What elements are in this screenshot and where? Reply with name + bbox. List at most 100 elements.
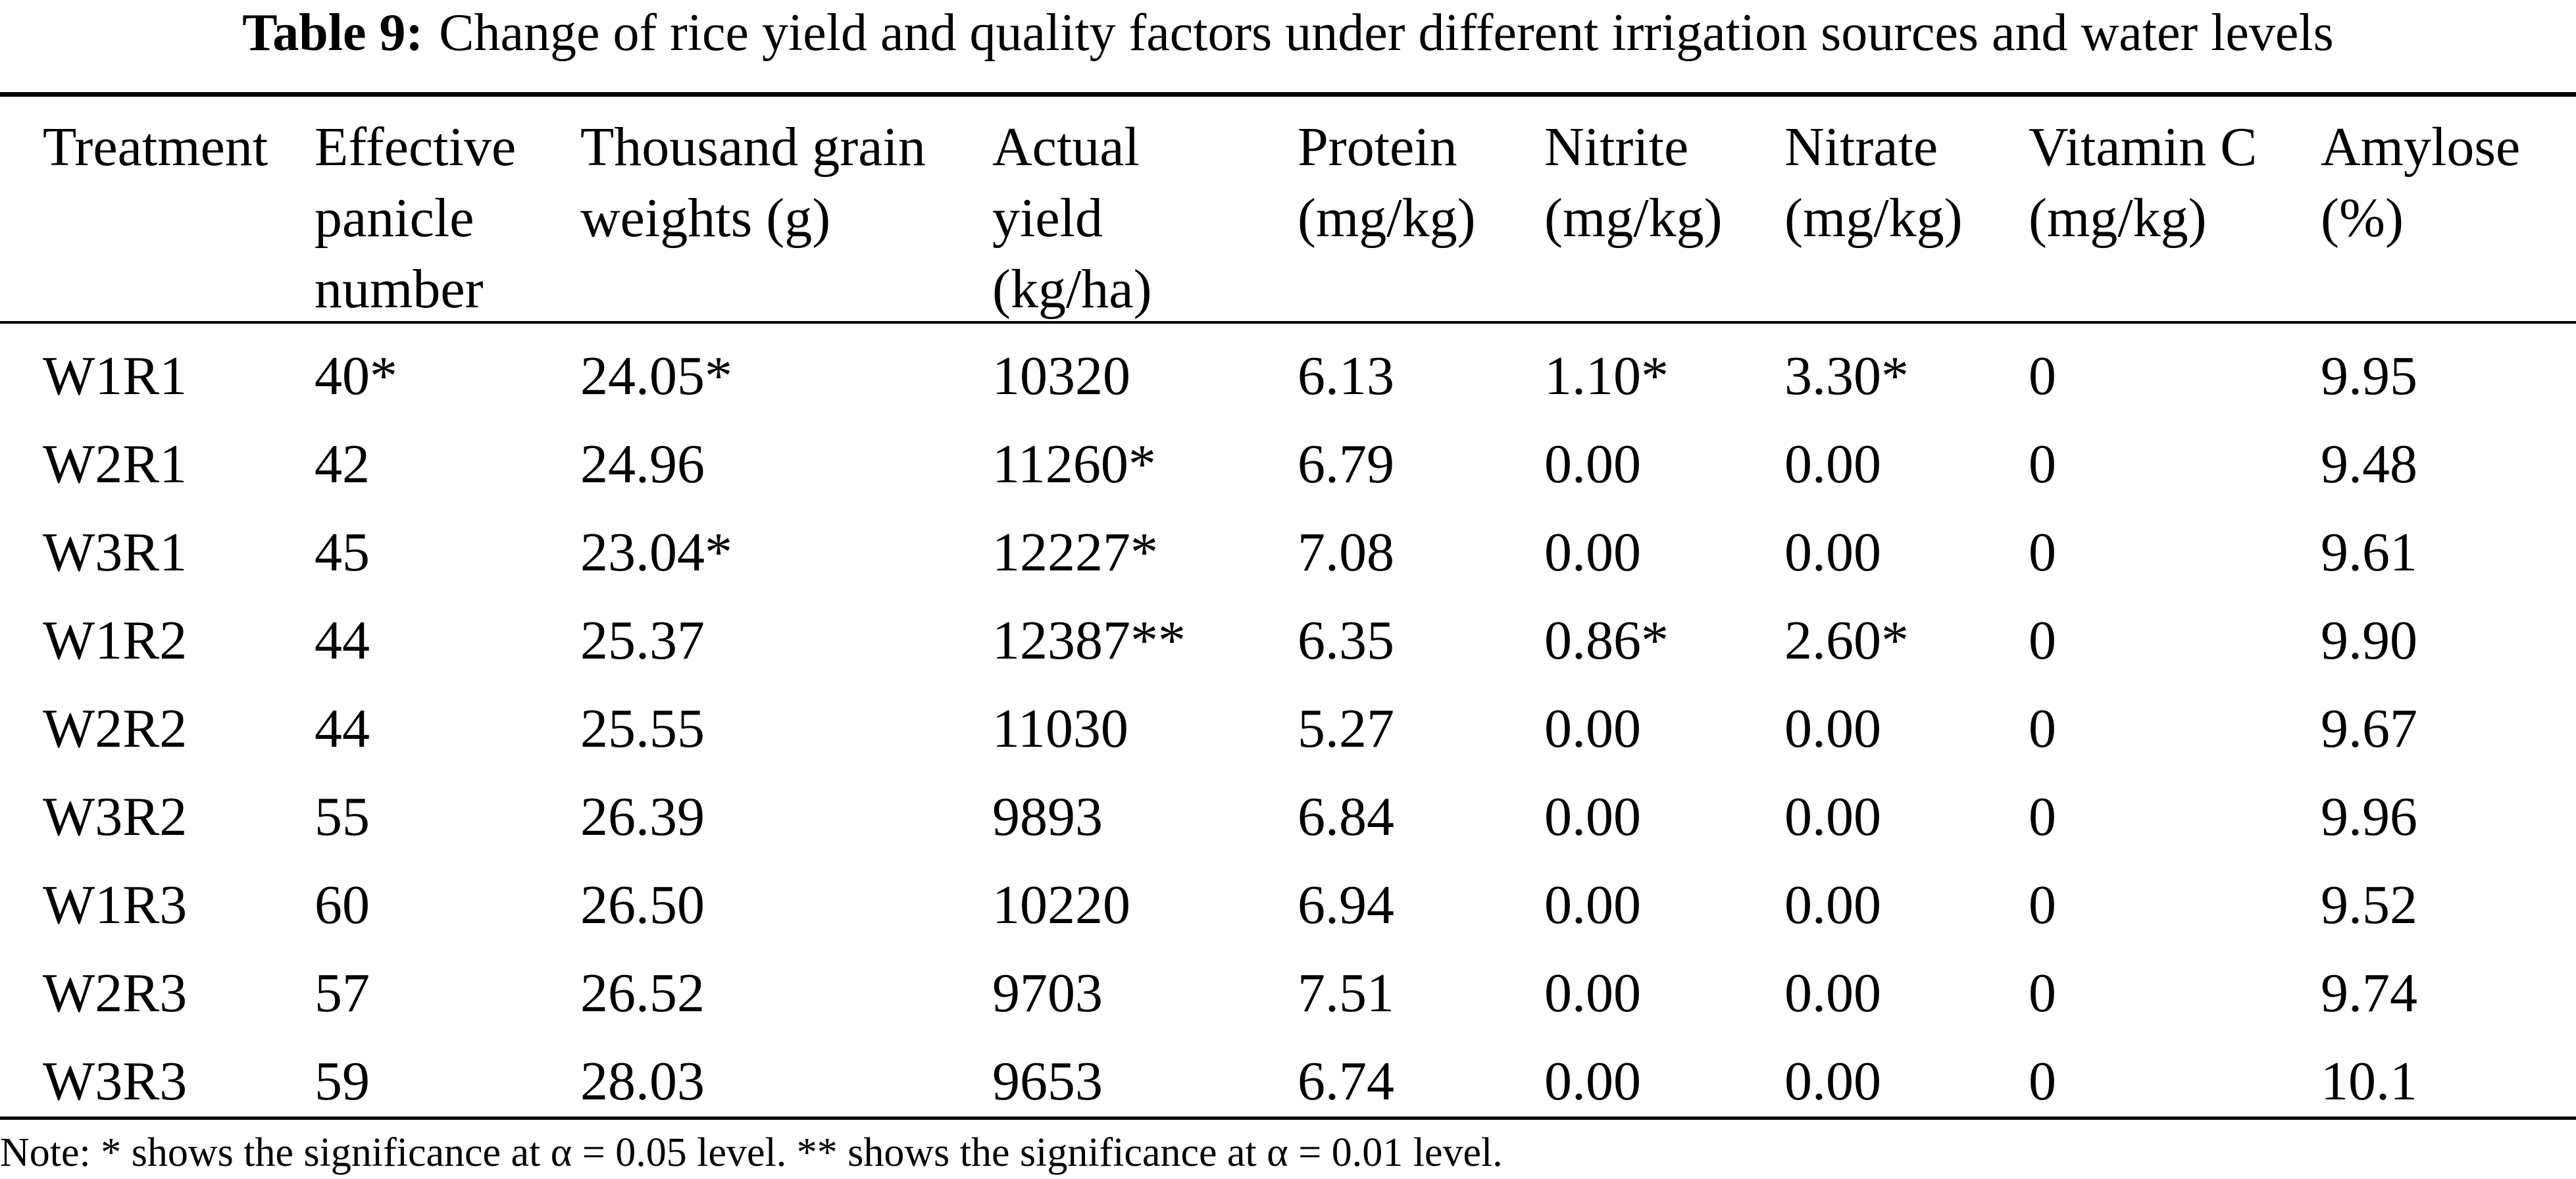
cell-protein: 7.08 <box>1298 522 1394 583</box>
cell-nitrite: 0.00 <box>1544 1051 1641 1112</box>
cell-thousand-grain-weight: 28.03 <box>580 1051 705 1112</box>
table-row: W1R3 60 26.50 10220 6.94 0.00 0.00 0 9.52 <box>0 861 2576 949</box>
cell-treatment: W1R1 <box>43 345 188 407</box>
cell-actual-yield: 9703 <box>992 963 1103 1024</box>
cell-actual-yield: 12387** <box>992 610 1186 671</box>
header-amylose: Amylose (%) <box>2321 116 2521 249</box>
cell-effective-panicle-number: 44 <box>315 698 370 759</box>
cell-effective-panicle-number: 44 <box>315 610 370 671</box>
cell-thousand-grain-weight: 25.55 <box>580 698 705 759</box>
cell-thousand-grain-weight: 26.39 <box>580 786 705 847</box>
cell-protein: 6.84 <box>1298 786 1394 847</box>
cell-protein: 6.13 <box>1298 345 1394 407</box>
cell-amylose: 9.96 <box>2321 786 2417 847</box>
table-note: Note: * shows the significance at α = 0.… <box>0 1130 1503 1175</box>
cell-treatment: W3R3 <box>43 1051 188 1112</box>
cell-nitrate: 0.00 <box>1784 963 1881 1024</box>
cell-thousand-grain-weight: 24.96 <box>580 434 705 495</box>
header-thousand-grain-weights: Thousand grain weights (g) <box>580 116 926 249</box>
cell-effective-panicle-number: 45 <box>315 522 370 583</box>
cell-treatment: W2R3 <box>43 963 188 1024</box>
table-top-rule <box>0 92 2576 97</box>
cell-vitamin-c: 0 <box>2029 434 2056 495</box>
cell-vitamin-c: 0 <box>2029 698 2056 759</box>
cell-amylose: 10.1 <box>2321 1051 2417 1112</box>
cell-actual-yield: 10320 <box>992 345 1130 407</box>
table-row: W1R2 44 25.37 12387** 6.35 0.86* 2.60* 0 9.90 <box>0 597 2576 685</box>
table-bottom-rule <box>0 1116 2576 1120</box>
cell-amylose: 9.95 <box>2321 345 2417 407</box>
cell-nitrite: 0.00 <box>1544 874 1641 936</box>
cell-protein: 6.35 <box>1298 610 1394 671</box>
cell-nitrate: 3.30* <box>1784 345 1909 407</box>
header-treatment: Treatment <box>43 116 268 178</box>
cell-actual-yield: 12227* <box>992 522 1158 583</box>
cell-amylose: 9.90 <box>2321 610 2417 671</box>
cell-thousand-grain-weight: 25.37 <box>580 610 705 671</box>
table-title: Change of rice yield and quality factors… <box>439 4 2334 62</box>
cell-effective-panicle-number: 40* <box>315 345 397 407</box>
cell-treatment: W1R2 <box>43 610 188 671</box>
cell-nitrate: 0.00 <box>1784 522 1881 583</box>
cell-protein: 6.74 <box>1298 1051 1394 1112</box>
cell-nitrite: 0.00 <box>1544 698 1641 759</box>
cell-protein: 7.51 <box>1298 963 1394 1024</box>
cell-nitrite: 0.00 <box>1544 963 1641 1024</box>
table-label: Table 9: <box>242 4 424 62</box>
cell-nitrite: 1.10* <box>1544 345 1669 407</box>
cell-actual-yield: 10220 <box>992 874 1130 936</box>
cell-vitamin-c: 0 <box>2029 786 2056 847</box>
cell-nitrate: 0.00 <box>1784 698 1881 759</box>
cell-amylose: 9.48 <box>2321 434 2417 495</box>
cell-nitrate: 0.00 <box>1784 434 1881 495</box>
table-header-rule <box>0 321 2576 324</box>
cell-nitrate: 2.60* <box>1784 610 1909 671</box>
cell-effective-panicle-number: 59 <box>315 1051 370 1112</box>
cell-treatment: W2R2 <box>43 698 188 759</box>
cell-thousand-grain-weight: 26.52 <box>580 963 705 1024</box>
cell-vitamin-c: 0 <box>2029 874 2056 936</box>
cell-protein: 6.94 <box>1298 874 1394 936</box>
header-protein: Protein (mg/kg) <box>1298 116 1476 249</box>
cell-thousand-grain-weight: 23.04* <box>580 522 732 583</box>
cell-actual-yield: 9893 <box>992 786 1103 847</box>
cell-effective-panicle-number: 55 <box>315 786 370 847</box>
cell-actual-yield: 11030 <box>992 698 1128 759</box>
cell-treatment: W1R3 <box>43 874 188 936</box>
cell-protein: 5.27 <box>1298 698 1394 759</box>
table-row: W2R1 42 24.96 11260* 6.79 0.00 0.00 0 9.48 <box>0 420 2576 509</box>
cell-effective-panicle-number: 42 <box>315 434 370 495</box>
cell-nitrate: 0.00 <box>1784 1051 1881 1112</box>
cell-nitrate: 0.00 <box>1784 874 1881 936</box>
cell-vitamin-c: 0 <box>2029 522 2056 583</box>
header-nitrite: Nitrite (mg/kg) <box>1544 116 1723 249</box>
cell-vitamin-c: 0 <box>2029 345 2056 407</box>
cell-vitamin-c: 0 <box>2029 963 2056 1024</box>
table-row: W2R3 57 26.52 9703 7.51 0.00 0.00 0 9.74 <box>0 949 2576 1038</box>
header-nitrate: Nitrate (mg/kg) <box>1784 116 1963 249</box>
cell-amylose: 9.52 <box>2321 874 2417 936</box>
cell-effective-panicle-number: 60 <box>315 874 370 936</box>
cell-treatment: W3R1 <box>43 522 188 583</box>
cell-vitamin-c: 0 <box>2029 1051 2056 1112</box>
cell-treatment: W3R2 <box>43 786 188 847</box>
cell-nitrite: 0.86* <box>1544 610 1669 671</box>
header-effective-panicle-number: Effective panicle number <box>315 116 517 320</box>
cell-treatment: W2R1 <box>43 434 188 495</box>
table-row: W3R1 45 23.04* 12227* 7.08 0.00 0.00 0 9.61 <box>0 509 2576 597</box>
cell-nitrite: 0.00 <box>1544 434 1641 495</box>
cell-thousand-grain-weight: 24.05* <box>580 345 732 407</box>
cell-nitrite: 0.00 <box>1544 522 1641 583</box>
table-row: W3R3 59 28.03 9653 6.74 0.00 0.00 0 10.1 <box>0 1038 2576 1126</box>
header-vitamin-c: Vitamin C (mg/kg) <box>2029 116 2258 249</box>
table-row: W1R1 40* 24.05* 10320 6.13 1.10* 3.30* 0 9.95 <box>0 332 2576 420</box>
cell-effective-panicle-number: 57 <box>315 963 370 1024</box>
table-caption: Table 9: Change of rice yield and quality… <box>0 0 2576 82</box>
cell-nitrite: 0.00 <box>1544 786 1641 847</box>
cell-actual-yield: 9653 <box>992 1051 1103 1112</box>
cell-actual-yield: 11260* <box>992 434 1156 495</box>
cell-nitrate: 0.00 <box>1784 786 1881 847</box>
cell-protein: 6.79 <box>1298 434 1394 495</box>
table-row: W2R2 44 25.55 11030 5.27 0.00 0.00 0 9.67 <box>0 685 2576 773</box>
table-row: W3R2 55 26.39 9893 6.84 0.00 0.00 0 9.96 <box>0 773 2576 861</box>
